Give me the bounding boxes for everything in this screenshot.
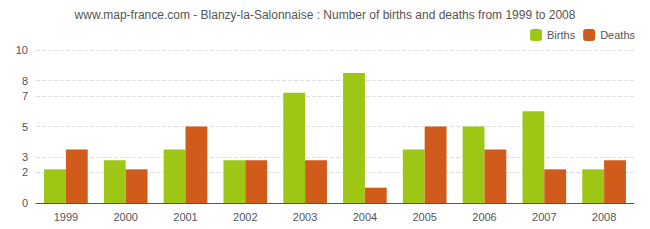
svg-text:2: 2 — [22, 166, 28, 178]
svg-text:2006: 2006 — [472, 211, 496, 223]
svg-text:1999: 1999 — [54, 211, 78, 223]
svg-text:2000: 2000 — [113, 211, 137, 223]
svg-text:2004: 2004 — [353, 211, 377, 223]
svg-text:2001: 2001 — [173, 211, 197, 223]
svg-text:10: 10 — [16, 44, 28, 56]
svg-text:2003: 2003 — [293, 211, 317, 223]
svg-text:8: 8 — [22, 75, 28, 87]
svg-text:2002: 2002 — [233, 211, 257, 223]
svg-text:7: 7 — [22, 90, 28, 102]
svg-text:3: 3 — [22, 151, 28, 163]
svg-text:5: 5 — [22, 121, 28, 133]
svg-text:2007: 2007 — [532, 211, 556, 223]
svg-text:2005: 2005 — [412, 211, 436, 223]
svg-text:Births: Births — [547, 29, 576, 41]
svg-text:www.map-france.com - Blanzy-la: www.map-france.com - Blanzy-la-Salonnais… — [74, 8, 576, 22]
svg-text:0: 0 — [22, 197, 28, 209]
svg-text:2008: 2008 — [592, 211, 616, 223]
svg-text:Deaths: Deaths — [600, 29, 635, 41]
